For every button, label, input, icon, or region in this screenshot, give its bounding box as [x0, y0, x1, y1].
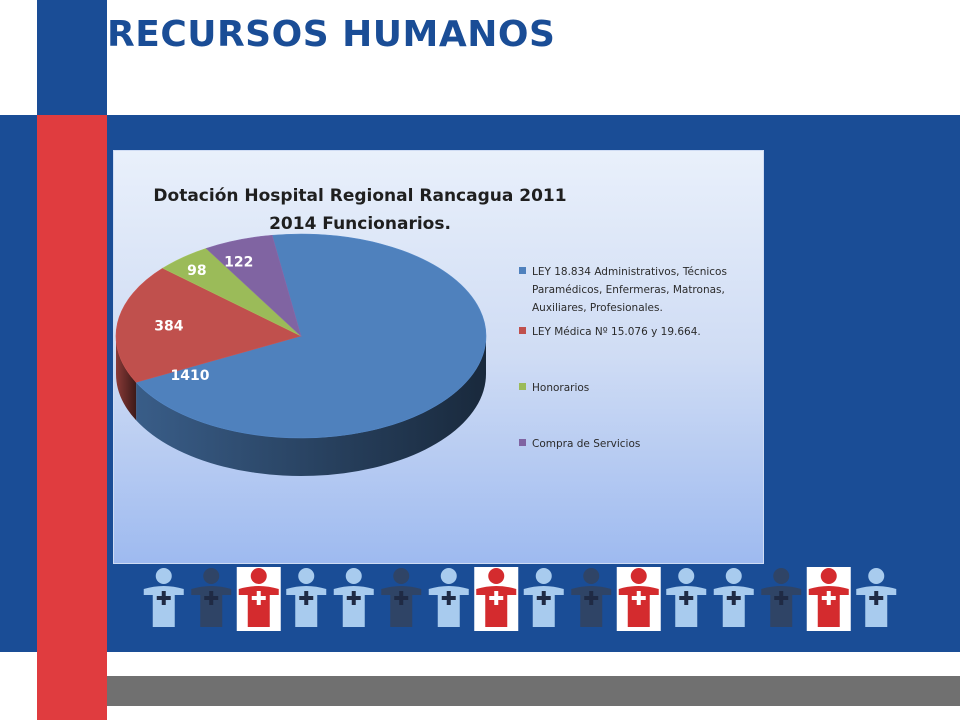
- pie-side-1: [116, 336, 137, 421]
- slide-title: RECURSOS HUMANOS: [107, 14, 556, 55]
- person-figure-light-blue: [428, 568, 469, 627]
- legend-label-2-line-0: Honorarios: [532, 382, 589, 394]
- legend-label-0-line-1: Paramédicos, Enfermeras, Matronas,: [532, 284, 725, 296]
- gray-footer-bar: [107, 676, 960, 706]
- chart-title-line-1: Dotación Hospital Regional Rancagua 2011: [153, 186, 566, 206]
- person-figure-light-blue: [143, 568, 184, 627]
- pie-value-label-0: 1410: [171, 368, 210, 384]
- person-figure-red: [236, 567, 281, 631]
- legend-label-0-line-0: LEY 18.834 Administrativos, Técnicos: [532, 266, 727, 278]
- person-figure-light-blue: [333, 568, 374, 627]
- person-figure-red: [616, 567, 661, 631]
- chart-title-line-2: 2014 Funcionarios.: [269, 214, 451, 234]
- pie-value-label-3: 122: [224, 254, 253, 270]
- person-figure-navy: [571, 568, 612, 627]
- person-figure-navy: [191, 568, 232, 627]
- pie-side-0: [136, 336, 486, 477]
- person-figure-light-blue: [713, 568, 754, 627]
- pie-value-label-1: 384: [154, 319, 183, 335]
- pie-slice-3: [205, 234, 302, 337]
- pie-chart: Dotación Hospital Regional Rancagua 2011…: [115, 186, 727, 477]
- legend-label-1-line-0: LEY Médica Nº 15.076 y 19.664.: [532, 326, 701, 338]
- legend-swatch-3: [519, 439, 526, 446]
- chart-panel: Dotación Hospital Regional Rancagua 2011…: [113, 150, 764, 564]
- person-figure-red: [806, 567, 851, 631]
- pie-slice-1: [115, 267, 302, 383]
- person-figure-light-blue: [666, 568, 707, 627]
- legend-label-3-line-0: Compra de Servicios: [532, 438, 640, 450]
- top-blue-band: [37, 0, 107, 115]
- person-figure-red: [474, 567, 519, 631]
- chart-legend: LEY 18.834 Administrativos, Técnicos Para…: [519, 266, 727, 450]
- person-figure-navy: [381, 568, 422, 627]
- red-vertical-bar: [37, 115, 107, 720]
- people-figures-row: [143, 567, 897, 631]
- legend-swatch-2: [519, 383, 526, 390]
- pie-slice-0: [135, 233, 487, 439]
- person-figure-light-blue: [856, 568, 897, 627]
- legend-label-0-line-2: Auxiliares, Profesionales.: [532, 302, 663, 314]
- person-figure-navy: [761, 568, 802, 627]
- legend-swatch-1: [519, 327, 526, 334]
- person-figure-light-blue: [286, 568, 327, 627]
- person-figure-light-blue: [523, 568, 564, 627]
- legend-swatch-0: [519, 267, 526, 274]
- pie-value-label-2: 98: [187, 263, 206, 279]
- pie-slices: 1410 384 98 122: [115, 233, 487, 477]
